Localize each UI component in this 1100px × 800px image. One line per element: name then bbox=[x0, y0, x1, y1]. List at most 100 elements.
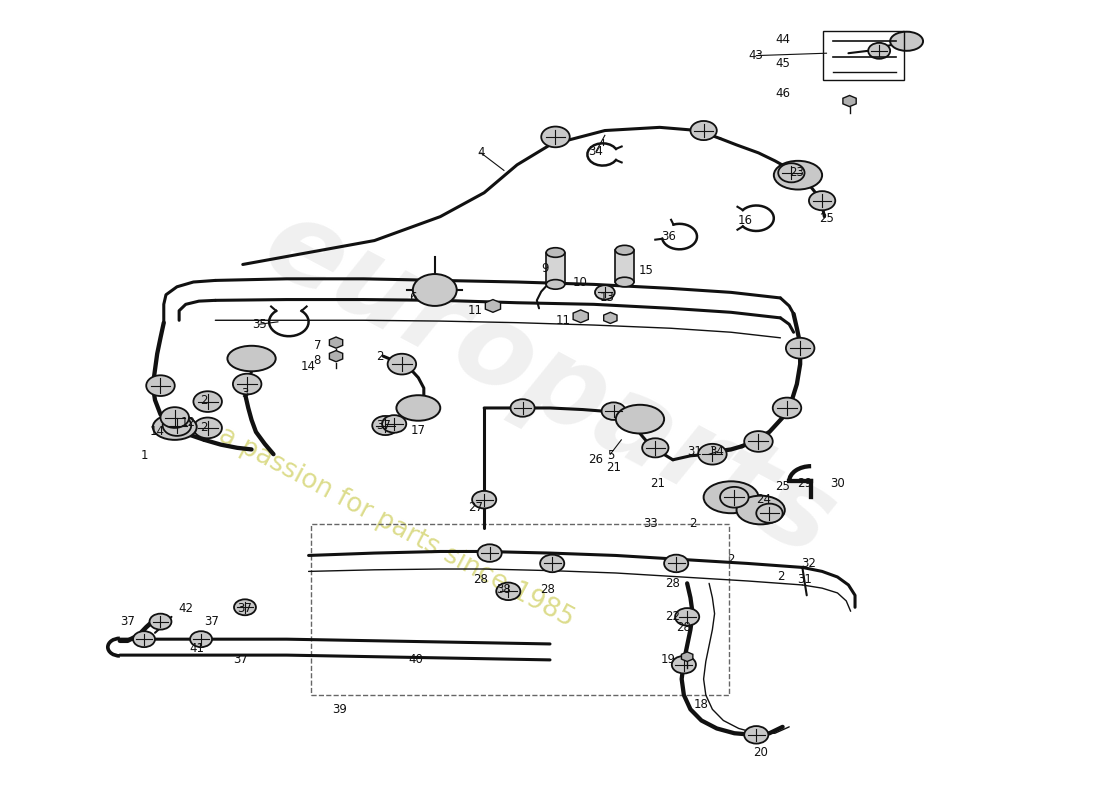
Text: 30: 30 bbox=[830, 478, 845, 490]
Text: 2: 2 bbox=[200, 422, 208, 434]
Text: 9: 9 bbox=[541, 262, 548, 275]
Text: 28: 28 bbox=[676, 621, 691, 634]
Text: 28: 28 bbox=[540, 583, 556, 596]
Ellipse shape bbox=[547, 280, 564, 289]
Circle shape bbox=[382, 415, 406, 433]
Circle shape bbox=[477, 544, 502, 562]
Bar bbox=[615, 250, 634, 282]
Text: 37: 37 bbox=[233, 653, 248, 666]
Text: 38: 38 bbox=[496, 583, 512, 596]
Text: 23: 23 bbox=[790, 166, 804, 179]
Text: 31: 31 bbox=[688, 446, 702, 458]
Text: 1: 1 bbox=[141, 450, 147, 462]
Circle shape bbox=[496, 582, 520, 600]
Ellipse shape bbox=[737, 496, 784, 524]
Circle shape bbox=[785, 338, 814, 358]
Text: 21: 21 bbox=[650, 478, 666, 490]
Text: 46: 46 bbox=[776, 86, 790, 99]
Circle shape bbox=[778, 163, 804, 182]
Text: 14: 14 bbox=[301, 360, 316, 373]
Circle shape bbox=[190, 631, 212, 647]
Circle shape bbox=[194, 418, 222, 438]
Text: 4: 4 bbox=[477, 146, 485, 159]
Text: 25: 25 bbox=[820, 212, 834, 225]
Bar bbox=[547, 253, 564, 285]
Ellipse shape bbox=[616, 405, 664, 434]
Ellipse shape bbox=[228, 346, 276, 371]
Circle shape bbox=[642, 438, 669, 458]
Text: 20: 20 bbox=[754, 746, 768, 759]
Text: 11: 11 bbox=[556, 314, 571, 326]
Circle shape bbox=[412, 274, 456, 306]
Circle shape bbox=[691, 121, 717, 140]
Text: 5: 5 bbox=[607, 450, 614, 462]
Text: 29: 29 bbox=[798, 478, 812, 490]
Text: 32: 32 bbox=[802, 557, 816, 570]
Text: 2: 2 bbox=[376, 350, 384, 362]
Text: 28: 28 bbox=[473, 573, 488, 586]
Text: 12: 12 bbox=[180, 416, 196, 429]
Text: 2: 2 bbox=[200, 394, 208, 406]
Circle shape bbox=[161, 407, 189, 428]
Text: 19: 19 bbox=[661, 653, 676, 666]
Circle shape bbox=[233, 374, 262, 394]
Text: 15: 15 bbox=[639, 264, 654, 278]
Ellipse shape bbox=[615, 246, 634, 255]
Circle shape bbox=[150, 614, 172, 630]
Text: 34: 34 bbox=[710, 446, 724, 458]
Circle shape bbox=[720, 487, 749, 508]
Ellipse shape bbox=[396, 395, 440, 421]
Circle shape bbox=[372, 416, 398, 435]
Text: 18: 18 bbox=[694, 698, 708, 711]
Circle shape bbox=[868, 43, 890, 58]
Text: europarts: europarts bbox=[246, 187, 854, 581]
Text: 24: 24 bbox=[757, 493, 771, 506]
Circle shape bbox=[541, 126, 570, 147]
Circle shape bbox=[675, 608, 700, 626]
Ellipse shape bbox=[773, 161, 822, 190]
Text: 2: 2 bbox=[777, 570, 784, 583]
Text: 16: 16 bbox=[738, 214, 752, 227]
Text: 26: 26 bbox=[588, 454, 604, 466]
Text: 37: 37 bbox=[120, 615, 135, 628]
Ellipse shape bbox=[615, 278, 634, 286]
Circle shape bbox=[808, 191, 835, 210]
Text: 6: 6 bbox=[409, 291, 417, 305]
Text: 37: 37 bbox=[238, 602, 252, 615]
Text: 2: 2 bbox=[689, 517, 696, 530]
Text: 25: 25 bbox=[776, 479, 790, 493]
Text: 41: 41 bbox=[189, 642, 205, 655]
Text: 45: 45 bbox=[776, 57, 790, 70]
Circle shape bbox=[163, 415, 191, 436]
Text: 3: 3 bbox=[241, 387, 249, 400]
Text: 33: 33 bbox=[644, 517, 658, 530]
Circle shape bbox=[757, 504, 782, 522]
Circle shape bbox=[234, 599, 256, 615]
Circle shape bbox=[540, 554, 564, 572]
Circle shape bbox=[698, 444, 727, 465]
Text: 37: 37 bbox=[205, 615, 220, 628]
Circle shape bbox=[133, 631, 155, 647]
Text: 42: 42 bbox=[178, 602, 194, 615]
Ellipse shape bbox=[704, 482, 759, 514]
Text: 43: 43 bbox=[749, 49, 763, 62]
Text: 11: 11 bbox=[468, 304, 483, 318]
Circle shape bbox=[772, 398, 801, 418]
Circle shape bbox=[387, 354, 416, 374]
Text: 27: 27 bbox=[468, 501, 483, 514]
Ellipse shape bbox=[153, 414, 197, 440]
Ellipse shape bbox=[547, 248, 564, 258]
Text: 8: 8 bbox=[314, 354, 321, 366]
Ellipse shape bbox=[890, 32, 923, 51]
Text: 28: 28 bbox=[666, 577, 680, 590]
Text: 37: 37 bbox=[376, 419, 390, 432]
Text: 35: 35 bbox=[252, 318, 266, 330]
Circle shape bbox=[472, 491, 496, 509]
Text: 36: 36 bbox=[661, 230, 675, 243]
Text: 13: 13 bbox=[600, 291, 615, 305]
Text: 2: 2 bbox=[727, 553, 735, 566]
Circle shape bbox=[664, 554, 689, 572]
Circle shape bbox=[602, 402, 626, 420]
Text: 14: 14 bbox=[150, 426, 165, 438]
Text: 21: 21 bbox=[606, 462, 621, 474]
